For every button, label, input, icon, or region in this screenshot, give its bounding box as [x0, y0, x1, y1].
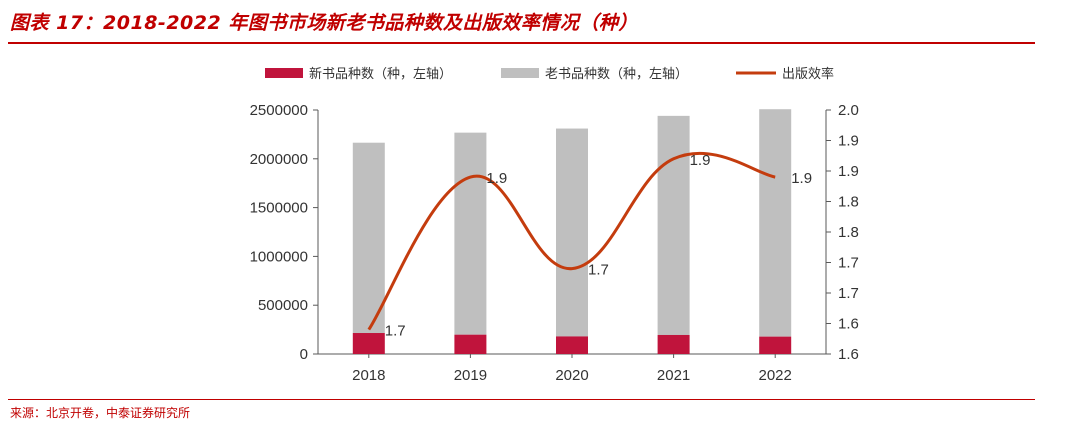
bar-old-books: [352, 142, 385, 334]
legend: 新书品种数（种，左轴） 老书品种数（种，左轴） 出版效率: [265, 66, 834, 82]
efficiency-data-label: 1.7: [588, 262, 609, 279]
legend-label-new: 新书品种数（种，左轴）: [309, 66, 452, 82]
efficiency-line: [367, 151, 776, 331]
right-tick-label: 1.6: [838, 346, 859, 363]
chart: 新书品种数（种，左轴） 老书品种数（种，左轴） 出版效率 0 500000 1000…: [250, 66, 859, 384]
left-tick-label: 500000: [258, 297, 308, 314]
right-tick-label: 1.8: [838, 194, 859, 211]
bar-new-books: [352, 333, 385, 354]
bar-new-books: [759, 336, 792, 354]
x-tick-label: 2019: [454, 367, 487, 384]
left-tick-label: 0: [300, 346, 308, 363]
bar-old-books: [657, 115, 690, 335]
right-tick-label: 2.0: [838, 102, 859, 119]
bar-old-books: [759, 109, 792, 337]
x-tick-label: 2020: [555, 367, 588, 384]
x-tick-label: 2022: [759, 367, 792, 384]
efficiency-data-label: 1.9: [791, 170, 812, 187]
right-tick-label: 1.6: [838, 316, 859, 333]
efficiency-data-label: 1.9: [690, 152, 711, 169]
bar-old-books: [454, 132, 487, 335]
x-tick-label: 2021: [657, 367, 690, 384]
legend-label-line: 出版效率: [782, 66, 834, 82]
efficiency-data-label: 1.9: [486, 170, 507, 187]
x-tick-label: 2018: [352, 367, 385, 384]
right-tick-label: 1.8: [838, 224, 859, 241]
right-tick-label: 1.7: [838, 255, 859, 272]
left-tick-label: 2500000: [250, 102, 308, 119]
efficiency-data-label: 1.7: [385, 323, 406, 340]
source-note: 来源：北京开卷，中泰证券研究所: [10, 406, 191, 420]
right-tick-label: 1.9: [838, 133, 859, 150]
left-tick-label: 1000000: [250, 248, 308, 265]
bar-old-books: [556, 128, 588, 337]
chart-title: 图表 17：2018-2022 年图书市场新老书品种数及出版效率情况（种）: [10, 12, 638, 34]
bar-new-books: [657, 334, 690, 354]
left-tick-label: 1500000: [250, 200, 308, 217]
source-divider: [8, 399, 1035, 400]
legend-swatch-new: [265, 68, 303, 78]
bar-new-books: [556, 336, 588, 354]
right-tick-label: 1.9: [838, 163, 859, 180]
title-divider: [8, 42, 1035, 44]
legend-label-old: 老书品种数（种，左轴）: [545, 67, 688, 82]
bar-new-books: [454, 334, 487, 354]
legend-swatch-old: [501, 68, 539, 78]
right-tick-label: 1.7: [838, 285, 859, 302]
left-tick-label: 2000000: [250, 151, 308, 168]
